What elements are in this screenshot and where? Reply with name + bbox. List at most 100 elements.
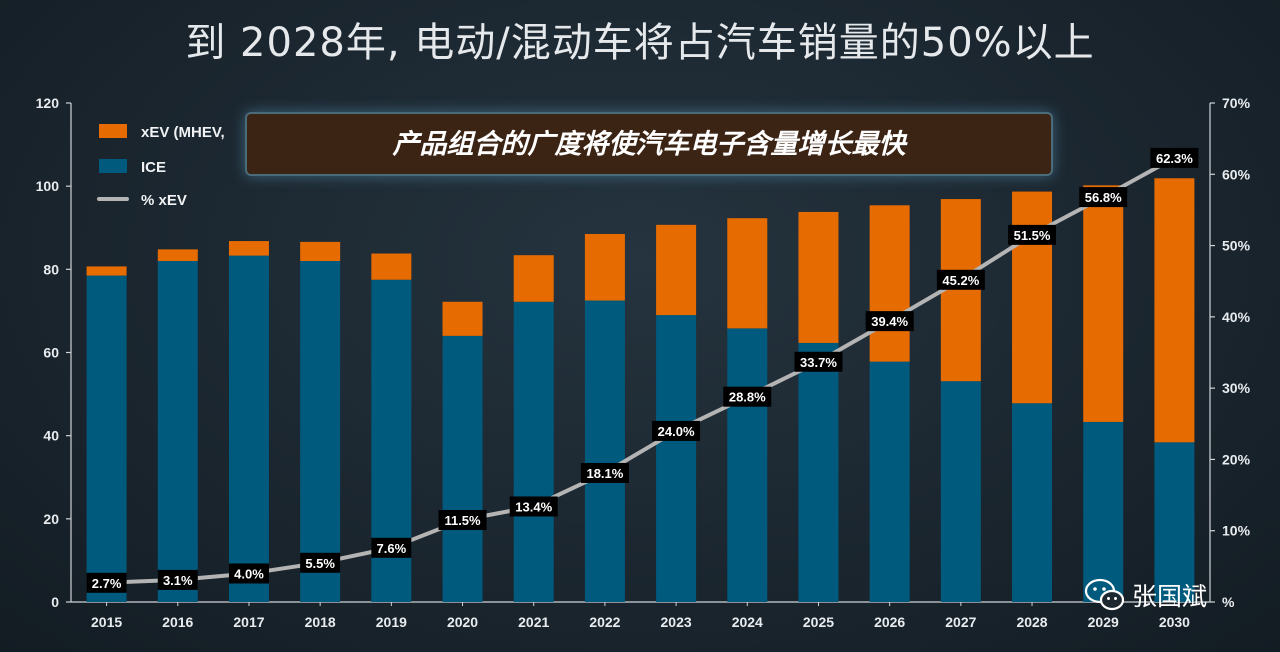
x-tick-label-2018: 2018 — [305, 614, 336, 630]
bar-xev-2022 — [584, 233, 625, 301]
data-label-bg — [794, 351, 843, 372]
data-label-bg — [438, 510, 487, 531]
bar-ice-2028 — [1012, 403, 1053, 602]
bar-ice-2025 — [798, 342, 839, 602]
bar-ice-2021 — [513, 301, 554, 602]
bar-ice-2023 — [656, 315, 697, 602]
y-right-tick-label: 10% — [1222, 523, 1251, 539]
page-title: 到 2028年, 电动/混动车将占汽车销量的50%以上 — [185, 20, 1095, 66]
data-label-2026: 39.4% — [871, 314, 908, 329]
callout-banner: 产品组合的广度将使汽车电子含量增长最快 — [245, 112, 1053, 176]
y-left-tick-label: 20 — [43, 511, 59, 527]
bar-ice-2030 — [1154, 442, 1195, 602]
y-right-tick-label: 50% — [1222, 238, 1251, 254]
x-tick-label-2027: 2027 — [945, 614, 976, 630]
xev-share-polyline — [104, 155, 1177, 585]
watermark-text: 张国斌 — [1132, 582, 1208, 611]
x-tick-label-2016: 2016 — [162, 614, 193, 630]
data-label-bg — [1079, 187, 1128, 208]
data-label-bg — [228, 563, 269, 584]
y-left-tick-label: 120 — [36, 95, 60, 111]
data-label-2027: 45.2% — [942, 273, 979, 288]
x-tick-label-2023: 2023 — [661, 614, 692, 630]
y-left-tick-label: 100 — [36, 178, 60, 194]
y-left-tick-label: 80 — [43, 261, 59, 277]
bar-xev-2028 — [1012, 191, 1053, 404]
bar-xev-2023 — [656, 224, 697, 316]
data-label-2021: 13.4% — [515, 499, 552, 514]
x-tick-label-2029: 2029 — [1088, 614, 1119, 630]
y-right-tick-label: 60% — [1222, 166, 1251, 182]
xev-share-labels: 2.7% 3.1% 4.0% 5.5% 7.6% 11.5% 13.4% 18.1% 24.0%… — [86, 147, 1199, 593]
x-tick-label-2021: 2021 — [518, 614, 549, 630]
y-right-tick-label: 70% — [1222, 95, 1251, 111]
data-label-2018: 5.5% — [305, 556, 335, 571]
bar-xev-2026 — [869, 205, 910, 362]
data-label-2015: 2.7% — [92, 576, 122, 591]
x-tick-label-2030: 2030 — [1159, 614, 1190, 630]
legend-swatch-ice — [99, 159, 127, 173]
bar-xev-2029 — [1083, 185, 1124, 422]
data-label-2028: 51.5% — [1014, 228, 1051, 243]
data-label-2020: 11.5% — [444, 513, 481, 528]
x-tick-label-2026: 2026 — [874, 614, 905, 630]
data-label-bg — [1150, 147, 1199, 168]
bar-xev-2025 — [798, 211, 839, 343]
y-right-tick-label: 40% — [1222, 309, 1251, 325]
data-label-2029: 56.8% — [1085, 190, 1122, 205]
x-tick-label-2024: 2024 — [732, 614, 763, 630]
bar-ice-2026 — [869, 361, 910, 602]
wechat-icon — [1084, 578, 1125, 611]
data-label-bg — [1008, 224, 1057, 245]
x-tick-label-2015: 2015 — [91, 614, 122, 630]
x-tick-label-2017: 2017 — [233, 614, 264, 630]
data-label-2017: 4.0% — [234, 566, 264, 581]
data-label-2024: 28.8% — [729, 390, 766, 405]
bar-ice-2016 — [157, 261, 198, 602]
legend-label-xev: xEV (MHEV, — [141, 124, 225, 141]
legend-label-ice: ICE — [141, 159, 166, 176]
xev-share-line — [104, 155, 1177, 585]
data-label-bg — [865, 311, 914, 332]
bar-ice-2027 — [940, 381, 981, 602]
x-tick-label-2019: 2019 — [376, 614, 407, 630]
bar-xev-2030 — [1154, 178, 1195, 443]
legend-swatch-xev — [99, 124, 127, 138]
data-label-bg — [371, 537, 412, 558]
data-label-bg — [157, 569, 198, 590]
bar-ice-2024 — [727, 328, 768, 602]
x-tick-label-2025: 2025 — [803, 614, 834, 630]
bar-xev-2015 — [86, 266, 127, 276]
bar-xev-2024 — [727, 218, 768, 329]
y-right-tick-label: % — [1222, 594, 1235, 610]
data-label-2023: 24.0% — [658, 424, 695, 439]
bar-ice-2015 — [86, 275, 127, 602]
y-left-tick-label: 0 — [51, 594, 59, 610]
data-label-2025: 33.7% — [800, 355, 837, 370]
data-label-bg — [580, 462, 629, 483]
data-label-bg — [86, 572, 127, 593]
bar-xev-2016 — [157, 249, 198, 262]
data-label-2016: 3.1% — [163, 573, 193, 588]
bar-ice-2029 — [1083, 421, 1124, 602]
y-left-tick-label: 60 — [43, 345, 59, 361]
data-label-bg — [652, 420, 701, 441]
data-label-bg — [936, 269, 985, 290]
y-right-tick-label: 30% — [1222, 380, 1251, 396]
bar-ice-2022 — [584, 300, 625, 602]
y-left-tick-label: 40 — [43, 428, 59, 444]
data-label-2022: 18.1% — [586, 466, 623, 481]
x-tick-label-2022: 2022 — [589, 614, 620, 630]
bar-ice-2018 — [300, 261, 341, 602]
watermark: 张国斌 — [1084, 575, 1207, 615]
data-label-bg — [300, 552, 341, 573]
bar-xev-2027 — [940, 199, 981, 382]
legend-label-line: % xEV — [141, 192, 187, 209]
bar-xev-2021 — [513, 255, 554, 302]
y-right-tick-label: 20% — [1222, 451, 1251, 467]
data-label-2019: 7.6% — [377, 541, 407, 556]
bar-ice-2017 — [228, 255, 269, 602]
data-label-bg — [509, 496, 558, 517]
x-tick-label-2020: 2020 — [447, 614, 478, 630]
